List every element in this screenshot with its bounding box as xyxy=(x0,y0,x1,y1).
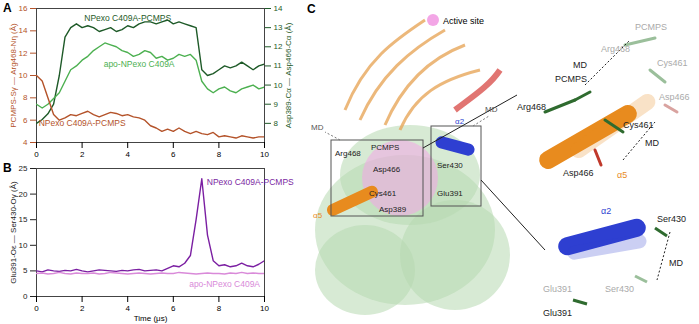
svg-text:Asp466: Asp466 xyxy=(563,168,594,178)
svg-text:Asp466: Asp466 xyxy=(659,92,690,102)
svg-text:PCMPS: PCMPS xyxy=(371,143,399,152)
svg-text:Asp389-Cα — Asp466-Cα (Å): Asp389-Cα — Asp466-Cα (Å) xyxy=(284,22,293,128)
svg-text:2: 2 xyxy=(80,150,85,159)
svg-text:PCMPS: PCMPS xyxy=(555,74,587,84)
svg-text:6: 6 xyxy=(171,150,176,159)
svg-text:Time (μs): Time (μs) xyxy=(134,314,168,323)
svg-text:4: 4 xyxy=(23,138,28,147)
svg-text:C: C xyxy=(307,2,316,16)
svg-text:Arg468: Arg468 xyxy=(335,149,361,158)
svg-text:12: 12 xyxy=(274,42,283,51)
svg-text:Glu391: Glu391 xyxy=(543,308,572,318)
svg-text:Glu391: Glu391 xyxy=(543,284,572,294)
svg-text:PCMPS-Sγ — Arg468-Nη (Å): PCMPS-Sγ — Arg468-Nη (Å) xyxy=(9,23,18,128)
svg-text:Active site: Active site xyxy=(443,16,484,26)
svg-text:20: 20 xyxy=(19,190,28,199)
svg-text:Arg468: Arg468 xyxy=(517,102,546,112)
svg-text:25: 25 xyxy=(19,164,28,173)
svg-text:PCMPS: PCMPS xyxy=(635,22,667,32)
svg-text:MD: MD xyxy=(311,123,324,132)
svg-text:10: 10 xyxy=(19,71,28,80)
svg-text:Arg468: Arg468 xyxy=(601,44,630,54)
svg-text:NPexo C409A-PCMPS: NPexo C409A-PCMPS xyxy=(207,177,294,187)
svg-text:MD: MD xyxy=(669,258,683,268)
svg-text:8: 8 xyxy=(217,304,222,313)
svg-text:4: 4 xyxy=(125,150,130,159)
svg-text:8: 8 xyxy=(217,150,222,159)
svg-text:Ser430: Ser430 xyxy=(437,161,463,170)
svg-text:6: 6 xyxy=(23,116,28,125)
svg-text:10: 10 xyxy=(19,241,28,250)
svg-text:α2: α2 xyxy=(455,117,465,126)
svg-text:apo-NPexo C409A: apo-NPexo C409A xyxy=(189,279,260,289)
svg-text:14: 14 xyxy=(19,26,28,35)
svg-text:MD: MD xyxy=(573,60,587,70)
svg-text:6: 6 xyxy=(171,304,176,313)
svg-text:Cys461: Cys461 xyxy=(657,58,688,68)
svg-text:Glu391: Glu391 xyxy=(437,189,463,198)
svg-text:2: 2 xyxy=(80,304,85,313)
html-text:B: B xyxy=(3,161,12,175)
svg-text:10: 10 xyxy=(260,150,269,159)
svg-text:0: 0 xyxy=(23,292,28,301)
svg-text:0: 0 xyxy=(34,304,39,313)
svg-text:13: 13 xyxy=(274,23,283,32)
svg-text:MD: MD xyxy=(485,105,498,114)
svg-text:α2: α2 xyxy=(601,206,611,216)
svg-text:4: 4 xyxy=(125,304,130,313)
svg-text:14: 14 xyxy=(274,4,283,13)
svg-text:12: 12 xyxy=(19,49,28,58)
svg-text:15: 15 xyxy=(19,215,28,224)
svg-text:Ser430: Ser430 xyxy=(605,284,634,294)
svg-text:8: 8 xyxy=(274,119,279,128)
svg-text:Cys461: Cys461 xyxy=(369,189,397,198)
svg-text:Cys461: Cys461 xyxy=(623,120,654,130)
svg-text:16: 16 xyxy=(19,4,28,13)
svg-text:10: 10 xyxy=(260,304,269,313)
svg-text:0: 0 xyxy=(34,150,39,159)
svg-text:11: 11 xyxy=(274,61,283,70)
svg-text:NPexo C409A-PCMPS: NPexo C409A-PCMPS xyxy=(39,118,126,128)
svg-text:9: 9 xyxy=(274,100,279,109)
svg-text:α5: α5 xyxy=(617,170,627,180)
html-text:A: A xyxy=(3,1,12,15)
svg-text:8: 8 xyxy=(23,93,28,102)
svg-text:5: 5 xyxy=(23,266,28,275)
svg-text:MD: MD xyxy=(645,138,659,148)
svg-text:NPexo C409A-PCMPS: NPexo C409A-PCMPS xyxy=(84,13,171,23)
svg-text:α5: α5 xyxy=(313,211,323,220)
svg-text:Asp466: Asp466 xyxy=(373,165,401,174)
svg-text:10: 10 xyxy=(274,81,283,90)
svg-text:Glu391-Oε — Ser430-Oγ (Å): Glu391-Oε — Ser430-Oγ (Å) xyxy=(9,181,18,284)
svg-text:Asp389: Asp389 xyxy=(379,205,407,214)
svg-text:apo-NPexo C409A: apo-NPexo C409A xyxy=(104,59,175,69)
svg-text:Ser430: Ser430 xyxy=(657,214,686,224)
